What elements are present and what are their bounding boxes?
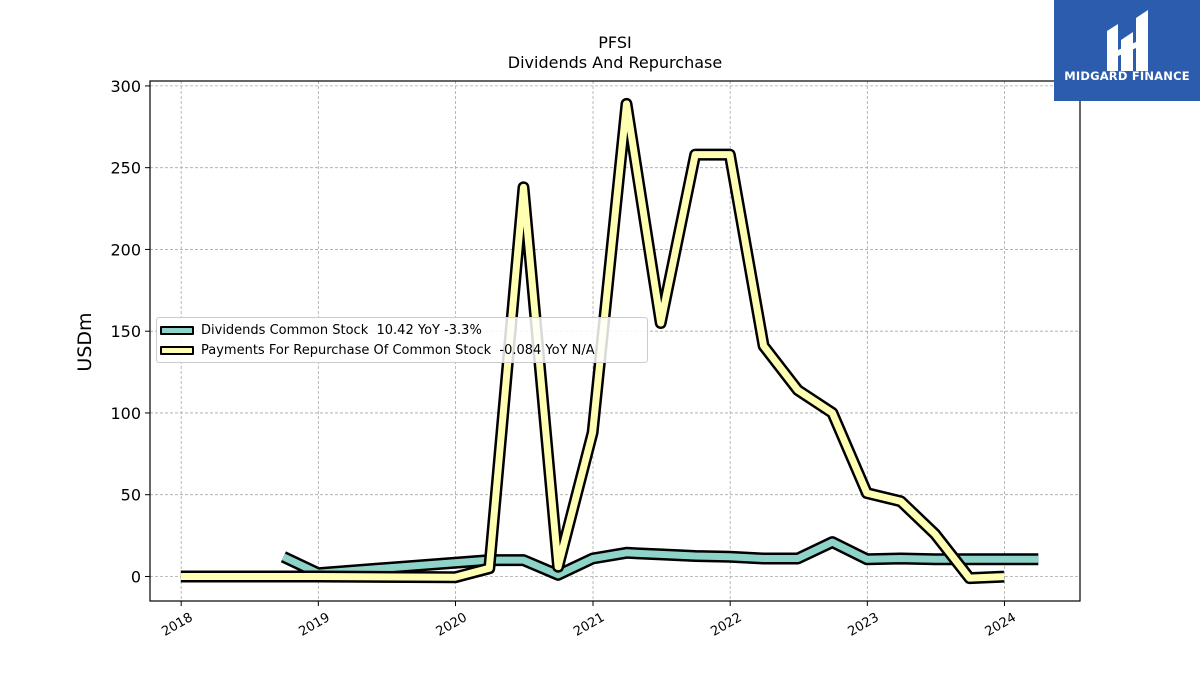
x-tick-label: 2018: [159, 610, 195, 640]
axis-layer: 0 50 100 150 200 250 300 2018 2019 2020 2021 2022 20…: [110, 77, 1018, 640]
y-tick-label: 150: [110, 322, 141, 341]
legend-swatch-dividends: [160, 325, 194, 335]
plot-frame: [149, 80, 1081, 602]
y-tick-label: 300: [110, 77, 141, 96]
logo-mark-icon: [1107, 10, 1148, 71]
y-tick-label: 50: [121, 486, 141, 505]
legend-item-repurchase: Payments For Repurchase Of Common Stock …: [160, 341, 595, 359]
x-tick-label: 2021: [571, 610, 607, 640]
x-tick-label: 2022: [708, 610, 744, 640]
y-tick-label: 250: [110, 159, 141, 178]
y-axis-label: USDm: [74, 312, 96, 371]
x-tick-label: 2024: [983, 610, 1019, 640]
series-layer: [180, 97, 1039, 585]
logo-text: MIDGARD FINANCE: [1064, 69, 1190, 83]
x-tick-label: 2020: [434, 610, 470, 640]
legend-item-dividends: Dividends Common Stock 10.42 YoY -3.3%: [160, 321, 482, 339]
legend-swatch-repurchase: [160, 345, 194, 355]
x-tick-label: 2023: [845, 610, 881, 640]
y-tick-label: 100: [110, 404, 141, 423]
series-line-1: [180, 97, 1005, 585]
x-tick-label: 2019: [297, 610, 333, 640]
y-tick-label: 200: [110, 240, 141, 259]
series-line-0: [280, 536, 1039, 581]
brand-logo: MIDGARD FINANCE: [1054, 0, 1200, 101]
legend-label-repurchase: Payments For Repurchase Of Common Stock …: [201, 342, 595, 358]
y-tick-label: 0: [131, 567, 141, 586]
legend-label-dividends: Dividends Common Stock 10.42 YoY -3.3%: [201, 322, 482, 338]
chart-title: PFSI: [598, 33, 631, 52]
legend: Dividends Common Stock 10.42 YoY -3.3% P…: [156, 317, 648, 363]
series-fill: [180, 100, 1005, 582]
series-fill: [281, 538, 1039, 579]
chart-subtitle: Dividends And Repurchase: [508, 53, 722, 72]
